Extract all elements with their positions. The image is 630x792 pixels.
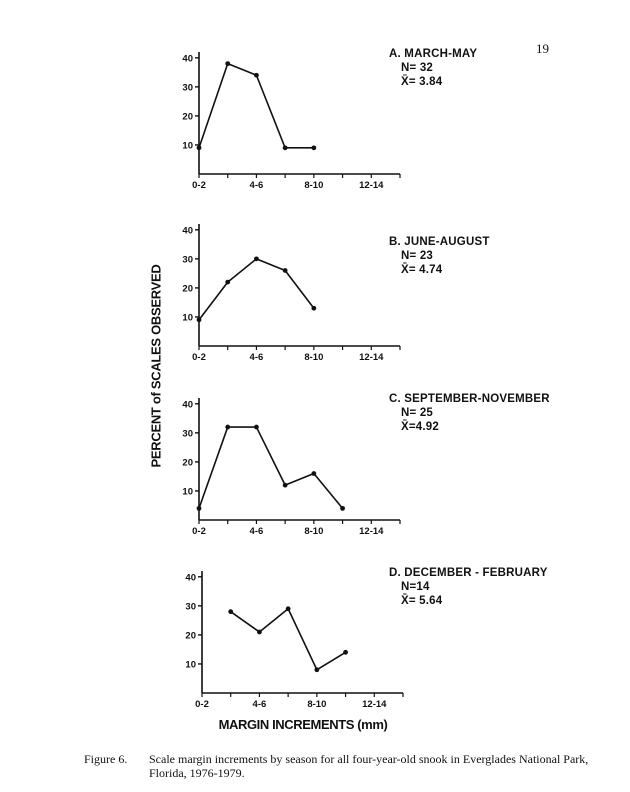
panel-a-y-tick-label: 40 (182, 53, 193, 64)
panel-b-x-tick-label: 4-6 (250, 352, 264, 363)
panel-b-y-tick-label: 10 (182, 312, 193, 323)
panel-c-x-tick-label: 0-2 (192, 526, 206, 537)
panel-a-y-tick-label: 10 (182, 140, 193, 151)
panel-c-data-point (196, 505, 202, 511)
panel-a-y-tick-label: 20 (182, 111, 193, 122)
panel-c-x-tick-label: 12-14 (359, 526, 384, 537)
page-number: 19 (536, 41, 549, 56)
panel-c-data-point (282, 482, 288, 488)
panel-c-y-tick-label: 10 (182, 486, 193, 497)
panel-d-series-line (230, 607, 346, 671)
panel-a-data-point (311, 145, 317, 151)
panel-b-data-point (225, 279, 231, 285)
panel-b-label: B. JUNE-AUGUST N= 23 X̄= 4.74 (389, 235, 490, 277)
panel-c-x-tick-label: 4-6 (250, 526, 264, 537)
panel-c-data-point (340, 505, 345, 511)
panel-d-mean: X̄= 5.64 (401, 595, 443, 607)
panel-a-x-tick-label: 4-6 (250, 180, 264, 191)
panel-b-y-tick-label: 30 (182, 254, 193, 265)
panel-d-n: N=14 (401, 581, 430, 593)
panel-c-data-point (311, 471, 317, 476)
panel-b-x-tick-label: 0-2 (192, 352, 206, 363)
panel-a-y-tick-label: 30 (182, 82, 193, 93)
panel-b-title: B. JUNE-AUGUST (389, 236, 490, 248)
panel-a-title: A. MARCH-MAY (389, 48, 478, 60)
panel-d-y-tick-label: 20 (185, 630, 196, 641)
panel-c-title: C. SEPTEMBER-NOVEMBER (389, 393, 550, 405)
panel-d-y-tick-label: 10 (185, 659, 196, 670)
panel-c-y-tick-label: 20 (182, 457, 193, 468)
panel-d-y-tick-label: 40 (185, 572, 196, 583)
panel-d-data-point (257, 629, 262, 635)
x-axis-label: MARGIN INCREMENTS (mm) (218, 717, 388, 732)
panel-b-y-tick-label: 20 (182, 283, 193, 294)
panel-b-n: N= 23 (401, 250, 434, 262)
caption-text: Scale margin increments by season for al… (149, 752, 589, 780)
panel-c-data-point (225, 424, 231, 430)
panel-b-y-tick-label: 40 (182, 225, 193, 236)
panel-d-title: D. DECEMBER - FEBRUARY (389, 567, 548, 579)
panel-c-y-tick-label: 40 (182, 399, 193, 410)
panel-d-data-point (343, 649, 348, 655)
panel-a-mean: X̄= 3.84 (401, 76, 443, 88)
panel-a-data-point (254, 72, 259, 78)
panel-d-x-tick-label: 12-14 (362, 699, 387, 710)
panel-b-data-point (196, 317, 202, 323)
panel-c-n: N= 25 (401, 407, 434, 419)
panel-d-data-point (314, 667, 320, 673)
panel-c-series-line (198, 426, 344, 509)
panel-b-mean: X̄= 4.74 (401, 264, 443, 276)
panel-a-data-point (196, 145, 202, 151)
panel-d-x-tick-label: 0-2 (195, 699, 209, 710)
caption-number: Figure 6. (84, 752, 128, 766)
panel-b-x-tick-label: 12-14 (359, 352, 384, 363)
panel-a-x-tick-label: 8-10 (304, 180, 323, 191)
panel-a-n: N= 32 (401, 62, 434, 74)
panel-d-y-tick-label: 30 (185, 601, 196, 612)
panel-d-x-tick-label: 8-10 (307, 699, 326, 710)
panel-b-data-point (254, 256, 259, 262)
panel-b-series-line (198, 258, 315, 321)
panel-d-data-point (285, 606, 291, 612)
panel-a-label: A. MARCH-MAY N= 32 X̄= 3.84 (389, 47, 477, 89)
panel-c-x-tick-label: 8-10 (304, 526, 323, 537)
panel-c-label: C. SEPTEMBER-NOVEMBER N= 25 X̄=4.92 (389, 392, 550, 434)
panel-d-data-point (228, 609, 234, 615)
panel-d-x-tick-label: 4-6 (253, 699, 267, 710)
panel-c-y-tick-label: 30 (182, 428, 193, 439)
panel-b-data-point (311, 305, 317, 311)
panel-c-mean: X̄=4.92 (401, 421, 439, 433)
panel-b-data-point (282, 268, 288, 273)
panel-a-data-point (225, 61, 231, 67)
panel-c-data-point (254, 424, 259, 430)
panel-d-label: D. DECEMBER - FEBRUARY N=14 X̄= 5.64 (389, 566, 548, 608)
panel-b-x-tick-label: 8-10 (304, 352, 323, 363)
panel-a-x-tick-label: 12-14 (359, 180, 384, 191)
panel-a-x-tick-label: 0-2 (192, 180, 206, 191)
panel-a-data-point (282, 145, 288, 151)
